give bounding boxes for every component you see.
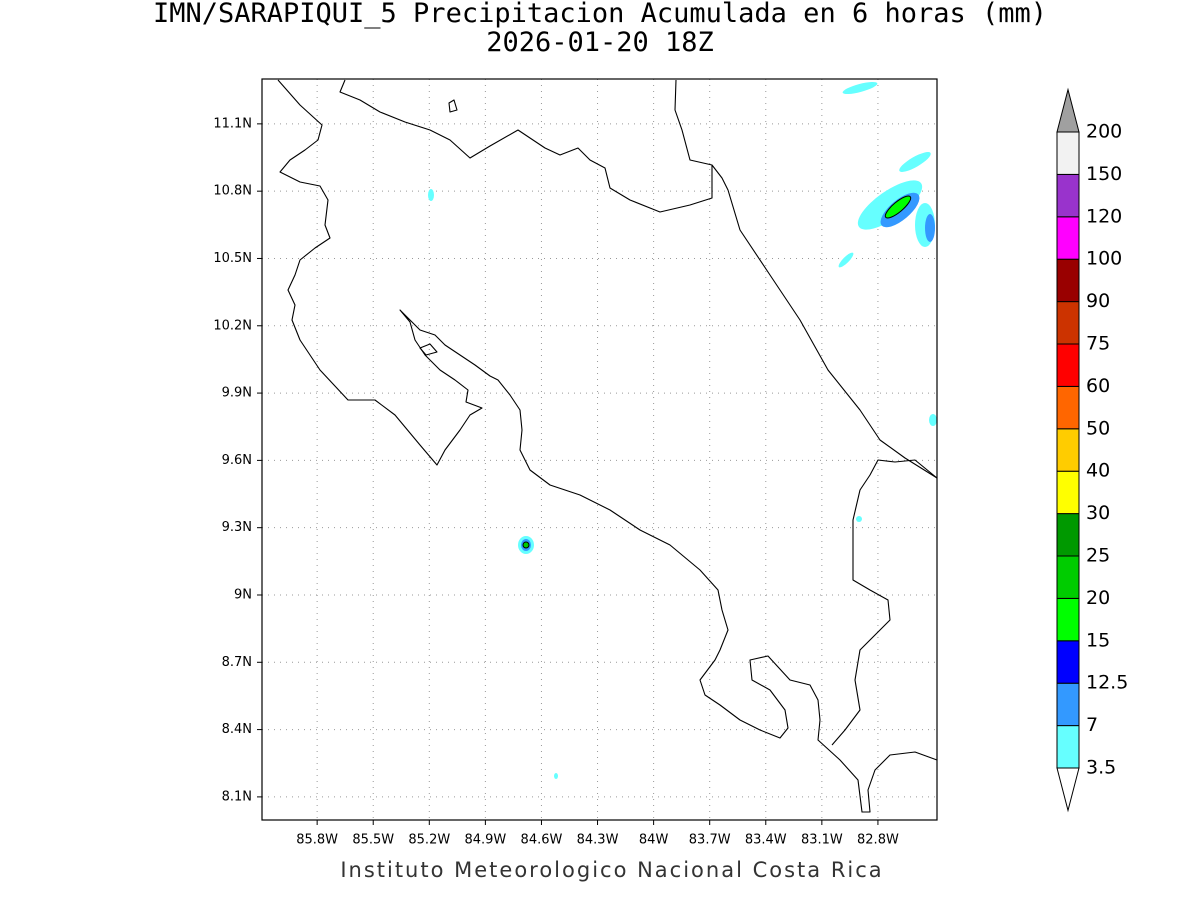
- rain-area: [842, 81, 878, 95]
- x-tick-label: 83.4W: [745, 833, 787, 848]
- coastline: [419, 343, 438, 356]
- x-tick-label: 84.3W: [577, 833, 619, 848]
- rain-area: [838, 252, 854, 268]
- footer: Instituto Meteorologico Nacional Costa R…: [340, 858, 883, 882]
- colorbar-box: [1056, 258, 1080, 303]
- colorbar: 3.5 7 12.5 15 20 25 30 40 50 60 75 90 100 120 150 200: [1056, 87, 1128, 813]
- colorbar-box: [1056, 343, 1080, 387]
- rain-area: [884, 195, 912, 219]
- x-tick-label: 84.9W: [464, 833, 506, 848]
- rain-area: [522, 541, 530, 549]
- x-tick-label: 84.6W: [521, 833, 563, 848]
- axes: 85.8W 85.5W 85.2W 84.9W 84.6W 84.3W 84W 83.7W 83…: [213, 116, 899, 847]
- colorbar-label: 200: [1086, 121, 1122, 143]
- x-tick-label: 85.5W: [352, 833, 394, 848]
- x-tick-label: 84W: [639, 833, 669, 848]
- x-tick-label: 85.8W: [296, 833, 338, 848]
- y-tick-label: 9.6N: [222, 453, 252, 468]
- coastline: [339, 79, 938, 479]
- colorbar-box: [1056, 385, 1080, 430]
- precipitation: [428, 81, 937, 779]
- colorbar-label: 3.5: [1086, 757, 1116, 779]
- colorbar-label: 15: [1086, 629, 1110, 651]
- x-tick-label: 83.1W: [801, 833, 843, 848]
- x-tick-label: 82.8W: [857, 833, 899, 848]
- colorbar-box: [1056, 216, 1080, 260]
- rain-area: [929, 414, 937, 426]
- colorbar-over: [1056, 87, 1080, 133]
- colorbar-label: 50: [1086, 417, 1110, 439]
- rain-area: [428, 189, 434, 201]
- x-tick-label: 85.2W: [408, 833, 450, 848]
- colorbar-label: 20: [1086, 587, 1110, 609]
- rain-area: [554, 773, 558, 779]
- y-tick-label: 9.9N: [222, 386, 252, 401]
- coastline: [674, 79, 713, 166]
- coastline: [448, 99, 458, 113]
- y-tick-label: 8.7N: [222, 655, 252, 670]
- rain-area: [925, 214, 935, 242]
- colorbar-box: [1056, 428, 1080, 472]
- y-tick-label: 10.5N: [213, 251, 252, 266]
- colorbar-box: [1056, 131, 1080, 175]
- colorbar-box: [1056, 301, 1080, 345]
- y-tick-label: 11.1N: [213, 116, 252, 131]
- y-tick-label: 10.2N: [213, 318, 252, 333]
- colorbar-box: [1056, 470, 1080, 515]
- rain-area: [856, 516, 862, 522]
- colorbar-box: [1056, 555, 1080, 599]
- y-tick-label: 8.1N: [222, 789, 252, 804]
- colorbar-box: [1056, 513, 1080, 557]
- colorbar-label: 12.5: [1086, 672, 1128, 694]
- y-tick-label: 9N: [234, 587, 252, 602]
- y-tick-label: 10.8N: [213, 184, 252, 199]
- colorbar-label: 60: [1086, 375, 1110, 397]
- coastline: [277, 79, 938, 813]
- colorbar-label: 150: [1086, 163, 1122, 185]
- colorbar-box: [1056, 640, 1080, 684]
- colorbar-label: 120: [1086, 205, 1122, 227]
- colorbar-box: [1056, 173, 1080, 218]
- colorbar-box: [1056, 725, 1080, 769]
- grid: [262, 79, 937, 820]
- colorbar-label: 90: [1086, 290, 1110, 312]
- coastline: [831, 459, 938, 746]
- coastlines: [277, 79, 938, 813]
- title: IMN/SARAPIQUI_5 Precipitacion Acumulada …: [153, 0, 1047, 29]
- colorbar-label: 40: [1086, 460, 1110, 482]
- colorbar-label: 30: [1086, 502, 1110, 524]
- x-tick-label: 83.7W: [689, 833, 731, 848]
- y-tick-label: 8.4N: [222, 722, 252, 737]
- colorbar-label: 100: [1086, 248, 1122, 270]
- y-tick-label: 9.3N: [222, 520, 252, 535]
- colorbar-box: [1056, 682, 1080, 727]
- colorbar-label: 25: [1086, 545, 1110, 567]
- colorbar-label: 75: [1086, 333, 1110, 355]
- rain-area: [899, 152, 931, 172]
- map-frame: [261, 78, 938, 821]
- rain-area: [857, 180, 923, 230]
- colorbar-label: 7: [1086, 714, 1098, 736]
- colorbar-under: [1056, 767, 1080, 813]
- subtitle: 2026-01-20 18Z: [486, 27, 714, 58]
- colorbar-box: [1056, 597, 1080, 642]
